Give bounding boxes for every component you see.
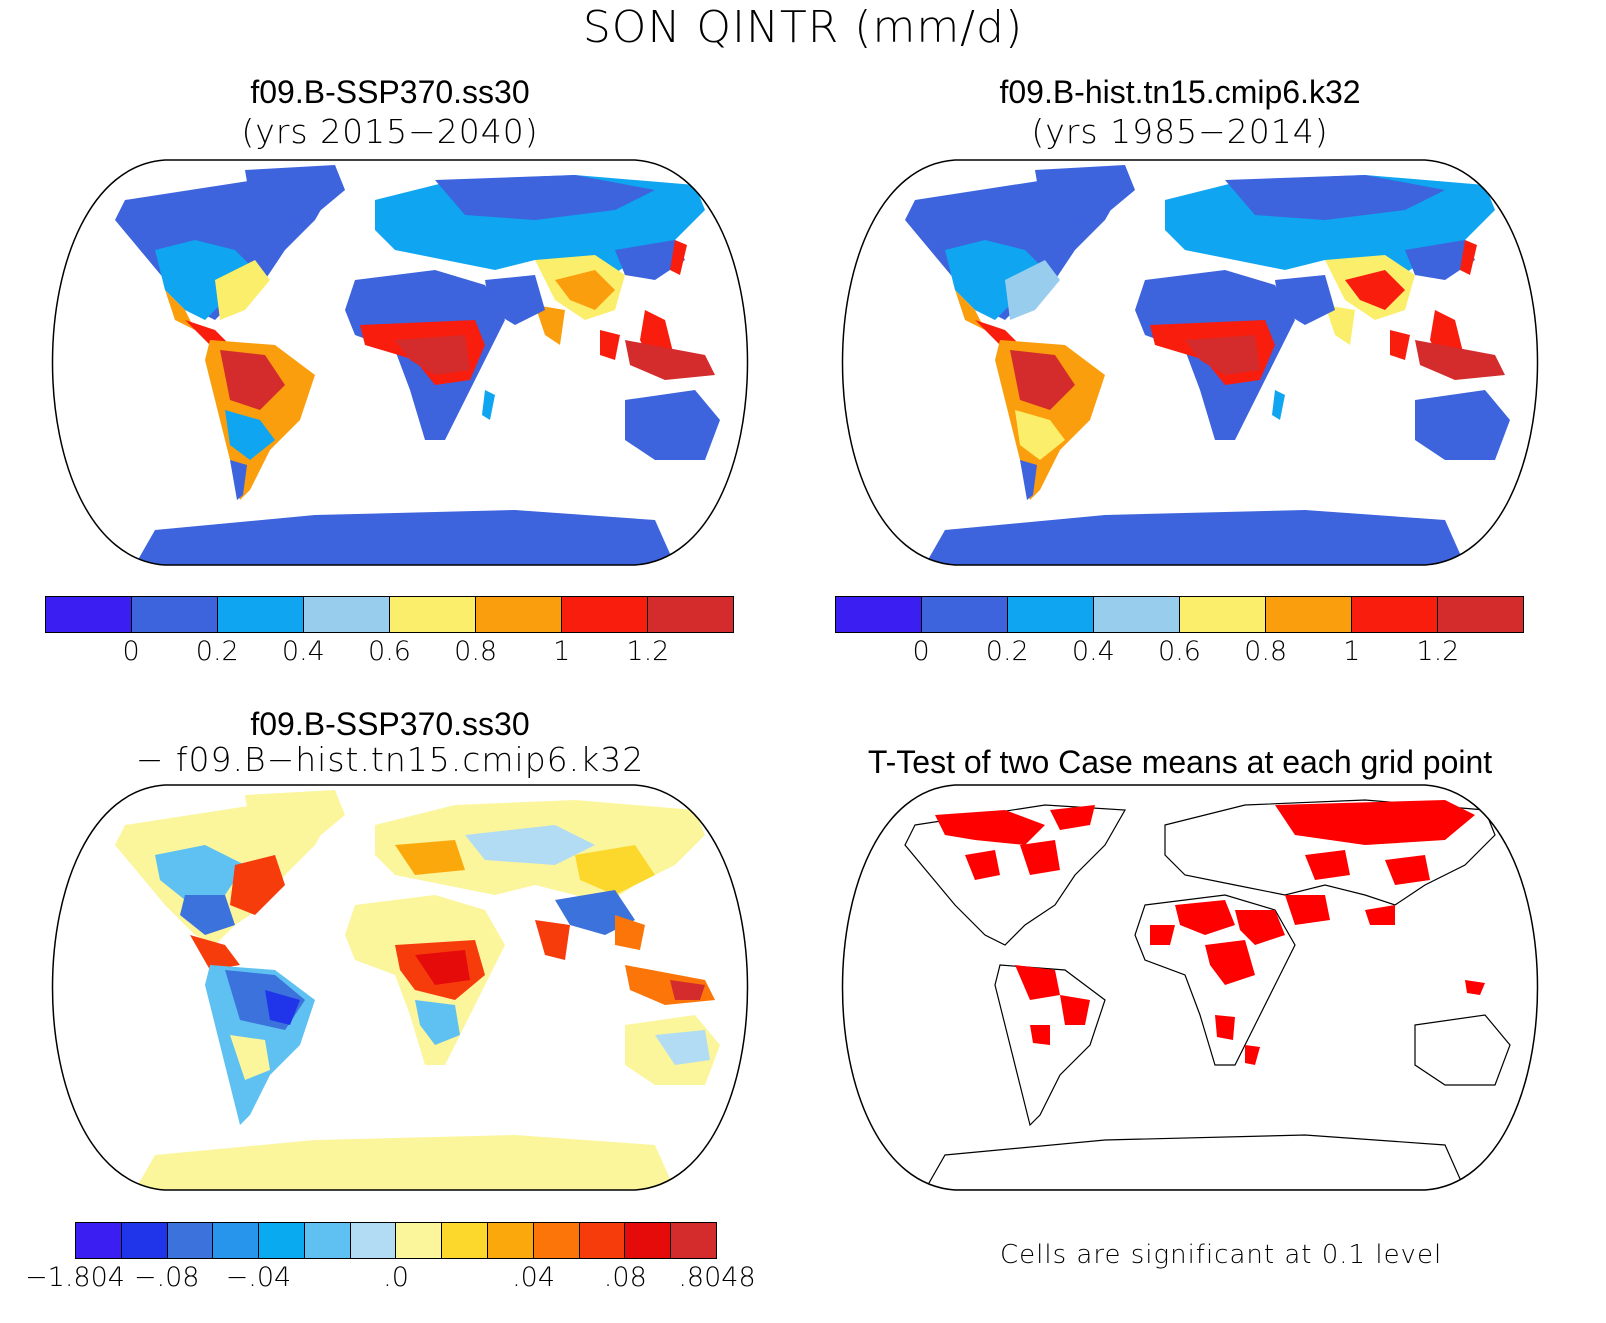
map-panel-1 bbox=[51, 159, 749, 566]
panel4-title: T-Test of two Case means at each grid po… bbox=[867, 744, 1493, 780]
panel2-years: (yrs 1985−2014) bbox=[1031, 112, 1329, 151]
map2-land bbox=[905, 165, 1510, 565]
colorbar-swatch bbox=[648, 597, 733, 632]
significance-note: Cells are significant at 0.1 level bbox=[1000, 1240, 1443, 1270]
colorbar-tick-label: 0.2 bbox=[985, 636, 1029, 667]
colorbar-swatch bbox=[1352, 597, 1438, 632]
colorbar-tick-label: 0.6 bbox=[368, 636, 411, 667]
map4-significance bbox=[904, 799, 1511, 1190]
colorbar-tick-label: 0 bbox=[912, 636, 930, 667]
colorbar-swatch bbox=[132, 597, 218, 632]
colorbar-swatch bbox=[579, 1223, 626, 1258]
map-panel-2 bbox=[841, 159, 1539, 566]
panel3-case-name: f09.B-SSP370.ss30 bbox=[250, 706, 530, 742]
colorbar-swatch bbox=[562, 597, 648, 632]
colorbar-swatch bbox=[671, 1223, 716, 1258]
colorbar-swatch bbox=[1180, 597, 1266, 632]
significant-cells bbox=[935, 800, 1485, 1065]
colorbar-swatch bbox=[1094, 597, 1180, 632]
colorbar-swatch bbox=[350, 1223, 397, 1258]
colorbar-swatch bbox=[76, 1223, 122, 1258]
colorbar-tick-label: 0.4 bbox=[281, 636, 325, 667]
colorbar-swatch bbox=[488, 1223, 534, 1258]
colorbar-swatch bbox=[625, 1223, 672, 1258]
colorbar-swatch bbox=[1266, 597, 1352, 632]
colorbar-tick-label: 0.8 bbox=[1244, 636, 1288, 667]
colorbar-tick-label: −.08 bbox=[133, 1262, 200, 1293]
figure-title: SON QINTR (mm/d) bbox=[582, 2, 1024, 53]
panel1-years: (yrs 2015−2040) bbox=[241, 112, 539, 151]
colorbar-swatch bbox=[533, 1223, 580, 1258]
panel3-difference-case: − f09.B−hist.tn15.cmip6.k32 bbox=[135, 740, 645, 779]
colorbar-panel-2 bbox=[835, 596, 1524, 633]
colorbar-tick-label: −1.804 bbox=[25, 1262, 125, 1293]
colorbar-swatch bbox=[259, 1223, 305, 1258]
colorbar-swatch bbox=[218, 597, 304, 632]
colorbar-tick-label: 1 bbox=[1343, 636, 1361, 667]
map3-land bbox=[115, 790, 720, 1190]
colorbar-tick-label: 1.2 bbox=[1416, 636, 1460, 667]
colorbar-tick-label: 0.8 bbox=[454, 636, 498, 667]
map-panel-3 bbox=[51, 784, 749, 1191]
colorbar-tick-label: .8048 bbox=[678, 1262, 756, 1293]
colorbar-tick-label: 1 bbox=[553, 636, 571, 667]
panel1-case-name: f09.B-SSP370.ss30 bbox=[250, 74, 530, 110]
colorbar-panel-1 bbox=[45, 596, 734, 633]
panel2-case-name: f09.B-hist.tn15.cmip6.k32 bbox=[999, 74, 1361, 110]
colorbar-swatch bbox=[167, 1223, 214, 1258]
colorbar-swatch bbox=[442, 1223, 489, 1258]
colorbar-swatch bbox=[396, 1223, 443, 1258]
colorbar-tick-label: .0 bbox=[383, 1262, 409, 1293]
colorbar-tick-label: 0 bbox=[122, 636, 140, 667]
colorbar-panel-3 bbox=[75, 1222, 717, 1259]
colorbar-tick-label: 0.6 bbox=[1158, 636, 1201, 667]
colorbar-swatch bbox=[922, 597, 1008, 632]
colorbar-swatch bbox=[476, 597, 562, 632]
map-panel-4 bbox=[841, 784, 1539, 1191]
colorbar-swatch bbox=[121, 1223, 168, 1258]
colorbar-swatch bbox=[304, 597, 390, 632]
colorbar-tick-label: 0.4 bbox=[1071, 636, 1115, 667]
colorbar-swatch bbox=[304, 1223, 351, 1258]
colorbar-swatch bbox=[213, 1223, 260, 1258]
colorbar-tick-label: 1.2 bbox=[626, 636, 670, 667]
colorbar-tick-label: −.04 bbox=[225, 1262, 292, 1293]
colorbar-tick-label: 0.2 bbox=[195, 636, 239, 667]
map1-land bbox=[115, 165, 720, 565]
colorbar-tick-label: .08 bbox=[603, 1262, 647, 1293]
colorbar-swatch bbox=[1438, 597, 1523, 632]
colorbar-swatch bbox=[46, 597, 132, 632]
colorbar-swatch bbox=[836, 597, 922, 632]
colorbar-swatch bbox=[1008, 597, 1094, 632]
colorbar-swatch bbox=[390, 597, 476, 632]
colorbar-tick-label: .04 bbox=[512, 1262, 556, 1293]
